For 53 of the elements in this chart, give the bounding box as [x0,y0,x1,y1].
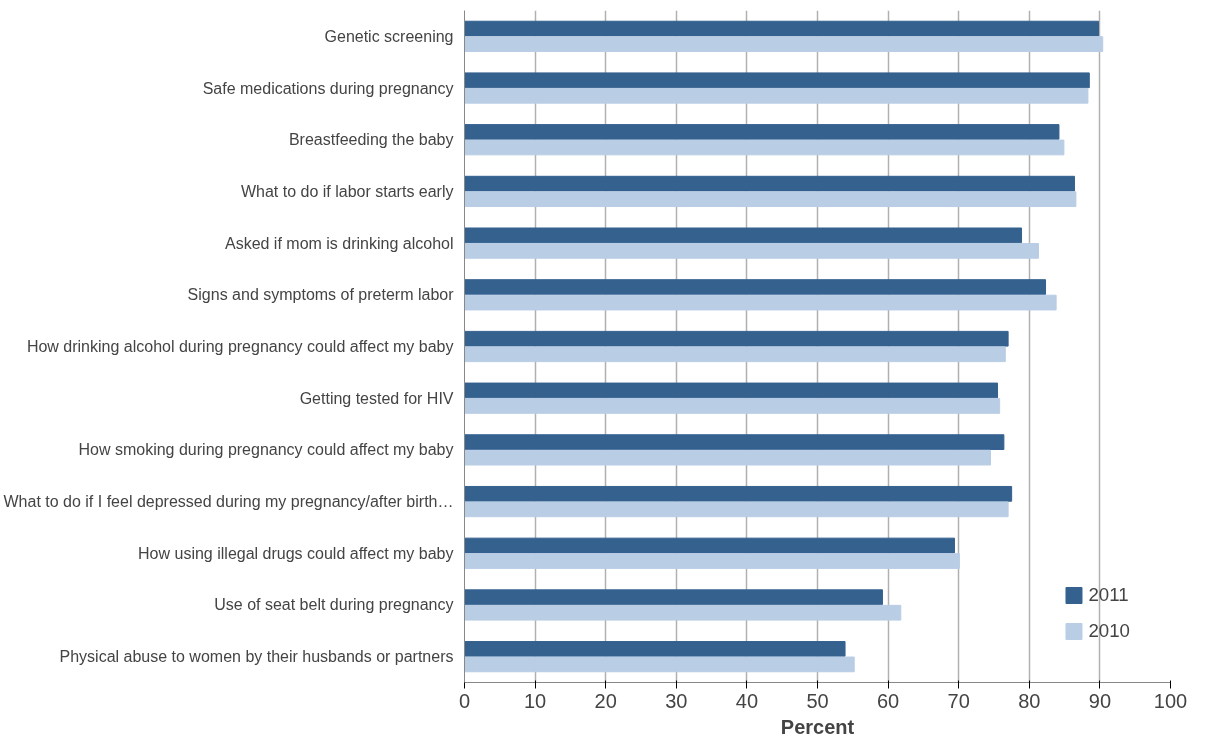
x-tick-label: 80 [1018,689,1041,712]
bar [464,72,1090,89]
bar [464,604,902,621]
y-tick-label: Signs and symptoms of preterm labor [187,286,455,304]
bar [464,294,1057,311]
bar [464,537,955,554]
bar [464,656,855,673]
legend-label: 2011 [1088,584,1129,606]
x-tick-label: 90 [1088,689,1112,712]
x-tick-label: 30 [665,689,688,712]
bar [464,279,1047,295]
bar [464,641,846,657]
y-tick-label: Safe medications during pregnancy [202,79,454,97]
y-tick-label: How smoking during pregnancy could affect my baby [78,441,454,459]
bar [464,382,999,399]
x-tick-label: 50 [806,689,829,712]
x-tick-label: 0 [458,689,471,712]
x-tick-label: 100 [1153,689,1188,712]
bar [464,485,1013,502]
bar [464,139,1065,156]
bar [464,501,1009,518]
bar [464,87,1089,104]
bar [464,243,1039,259]
y-tick-label: What to do if I feel depressed during my pregnancy/after birth… [3,493,454,511]
bar [464,227,1023,244]
x-tick-label: 60 [876,689,900,712]
bar [464,330,1009,347]
x-tick-label: 20 [594,689,617,712]
y-tick-label: Breastfeeding the baby [288,131,454,149]
x-axis-title: Percent [780,715,855,738]
y-tick-label: Getting tested for HIV [299,389,454,407]
y-tick-label: Physical abuse to women by their husbands or partners [59,648,454,666]
bar [464,36,1104,52]
bar [464,191,1077,208]
y-tick-label: Asked if mom is drinking alcohol [224,234,454,252]
bar [464,398,1001,414]
bar [464,175,1075,192]
y-tick-label: Use of seat belt during pregnancy [214,596,454,614]
bar [464,346,1006,363]
bar [464,589,883,606]
y-tick-label: How using illegal drugs could affect my baby [138,544,454,562]
x-tick-label: 70 [947,689,970,712]
x-tick-label: 40 [735,689,759,712]
y-tick-label: How drinking alcohol during pregnancy could affect my baby [26,338,454,355]
y-tick-label: Genetic screening [324,27,454,45]
bar [464,449,991,466]
legend-label: 2010 [1088,620,1130,642]
x-tick-label: 10 [523,689,547,712]
bar [464,553,960,569]
y-tick-label: What to do if labor starts early [240,182,454,200]
bar [464,434,1005,450]
bar [464,124,1060,140]
bar [464,20,1099,37]
